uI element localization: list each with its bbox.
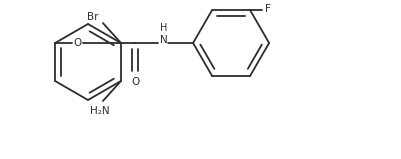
Text: Br: Br (87, 11, 99, 21)
Text: H: H (160, 23, 167, 33)
Text: F: F (265, 4, 271, 14)
Text: H₂N: H₂N (90, 106, 110, 116)
Text: N: N (160, 35, 168, 45)
Text: O: O (73, 38, 81, 48)
Text: O: O (131, 77, 139, 87)
